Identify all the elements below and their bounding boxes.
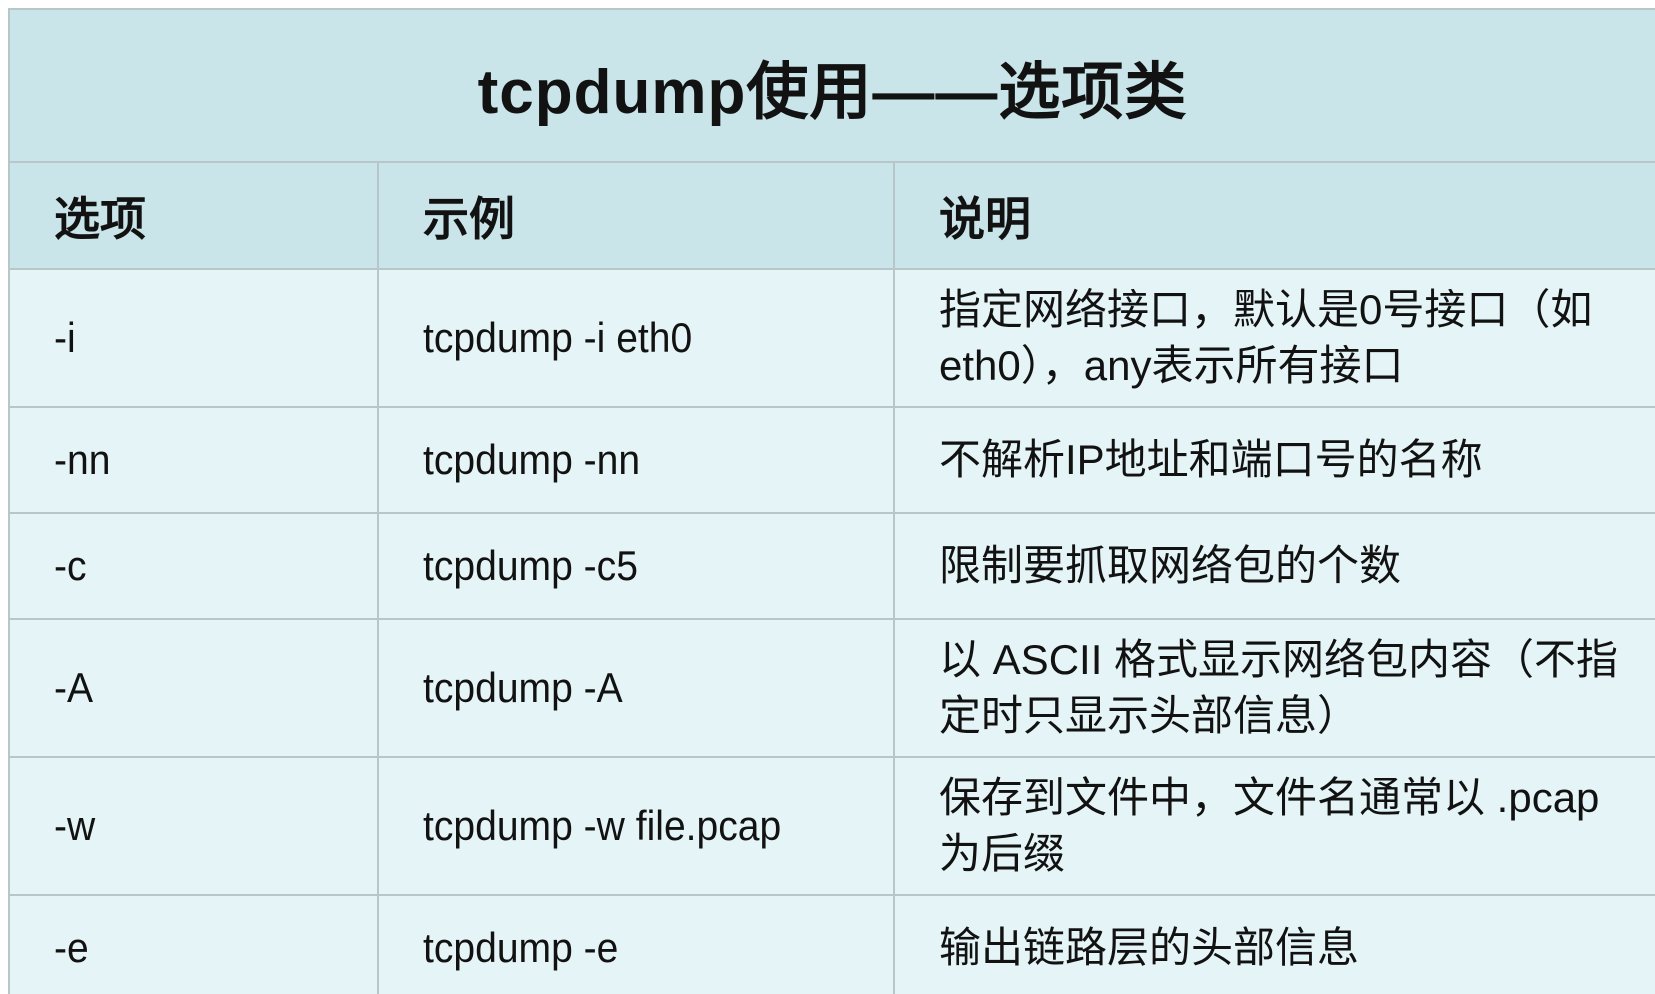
example-cell: tcpdump -nn bbox=[377, 406, 895, 514]
example-cell: tcpdump -w file.pcap bbox=[377, 756, 895, 896]
example-cell: tcpdump -A bbox=[377, 618, 895, 758]
table-row: -nn tcpdump -nn 不解析IP地址和端口号的名称 bbox=[8, 406, 1655, 514]
table-row: -A tcpdump -A 以 ASCII 格式显示网络包内容（不指定时只显示头部信… bbox=[8, 618, 1655, 758]
example-cell-text: tcpdump -w file.pcap bbox=[423, 802, 782, 849]
description-cell: 不解析IP地址和端口号的名称 bbox=[893, 406, 1655, 514]
option-cell-text: -c bbox=[54, 542, 87, 589]
option-cell-text: -nn bbox=[54, 436, 111, 483]
example-cell-text: tcpdump -i eth0 bbox=[423, 314, 693, 361]
description-cell: 限制要抓取网络包的个数 bbox=[893, 512, 1655, 620]
example-cell-text: tcpdump -e bbox=[423, 924, 619, 971]
option-cell-text: -w bbox=[54, 802, 96, 849]
example-cell-text: tcpdump -nn bbox=[423, 436, 641, 483]
description-cell: 指定网络接口，默认是0号接口（如eth0），any表示所有接口 bbox=[893, 268, 1655, 408]
tcpdump-options-table: tcpdump使用——选项类 选项 示例 说明 -i tcpdump -i eth… bbox=[8, 8, 1655, 994]
column-header-option: 选项 bbox=[8, 161, 379, 270]
table-row: -i tcpdump -i eth0 指定网络接口，默认是0号接口（如eth0），a… bbox=[8, 268, 1655, 408]
description-cell-text: 不解析IP地址和端口号的名称 bbox=[939, 436, 1483, 483]
table-title: tcpdump使用——选项类 bbox=[8, 8, 1655, 163]
option-cell-text: -A bbox=[54, 664, 94, 711]
description-cell-text: 指定网络接口，默认是0号接口（如eth0），any表示所有接口 bbox=[939, 286, 1593, 389]
column-header-description: 说明 bbox=[893, 161, 1655, 270]
option-cell: -A bbox=[8, 618, 379, 758]
description-cell: 保存到文件中，文件名通常以 .pcap 为后缀 bbox=[893, 756, 1655, 896]
option-cell: -e bbox=[8, 894, 379, 994]
description-cell: 输出链路层的头部信息 bbox=[893, 894, 1655, 994]
option-cell-text: -i bbox=[54, 314, 76, 361]
table-row: -c tcpdump -c5 限制要抓取网络包的个数 bbox=[8, 512, 1655, 620]
table-row: -w tcpdump -w file.pcap 保存到文件中，文件名通常以 .pca… bbox=[8, 756, 1655, 896]
option-cell: -i bbox=[8, 268, 379, 408]
option-cell: -nn bbox=[8, 406, 379, 514]
example-cell: tcpdump -i eth0 bbox=[377, 268, 895, 408]
example-cell-text: tcpdump -c5 bbox=[423, 542, 638, 589]
table-body: -i tcpdump -i eth0 指定网络接口，默认是0号接口（如eth0），a… bbox=[8, 268, 1655, 994]
description-cell-text: 保存到文件中，文件名通常以 .pcap 为后缀 bbox=[939, 774, 1600, 877]
title-row: tcpdump使用——选项类 bbox=[8, 8, 1655, 163]
option-cell-text: -e bbox=[54, 924, 89, 971]
example-cell: tcpdump -e bbox=[377, 894, 895, 994]
column-header-example: 示例 bbox=[377, 161, 895, 270]
table-row: -e tcpdump -e 输出链路层的头部信息 bbox=[8, 894, 1655, 994]
example-cell: tcpdump -c5 bbox=[377, 512, 895, 620]
option-cell: -c bbox=[8, 512, 379, 620]
example-cell-text: tcpdump -A bbox=[423, 664, 623, 711]
description-cell-text: 输出链路层的头部信息 bbox=[939, 924, 1360, 971]
option-cell: -w bbox=[8, 756, 379, 896]
description-cell: 以 ASCII 格式显示网络包内容（不指定时只显示头部信息） bbox=[893, 618, 1655, 758]
description-cell-text: 限制要抓取网络包的个数 bbox=[939, 542, 1402, 589]
description-cell-text: 以 ASCII 格式显示网络包内容（不指定时只显示头部信息） bbox=[939, 636, 1619, 739]
header-row: 选项 示例 说明 bbox=[8, 161, 1655, 270]
